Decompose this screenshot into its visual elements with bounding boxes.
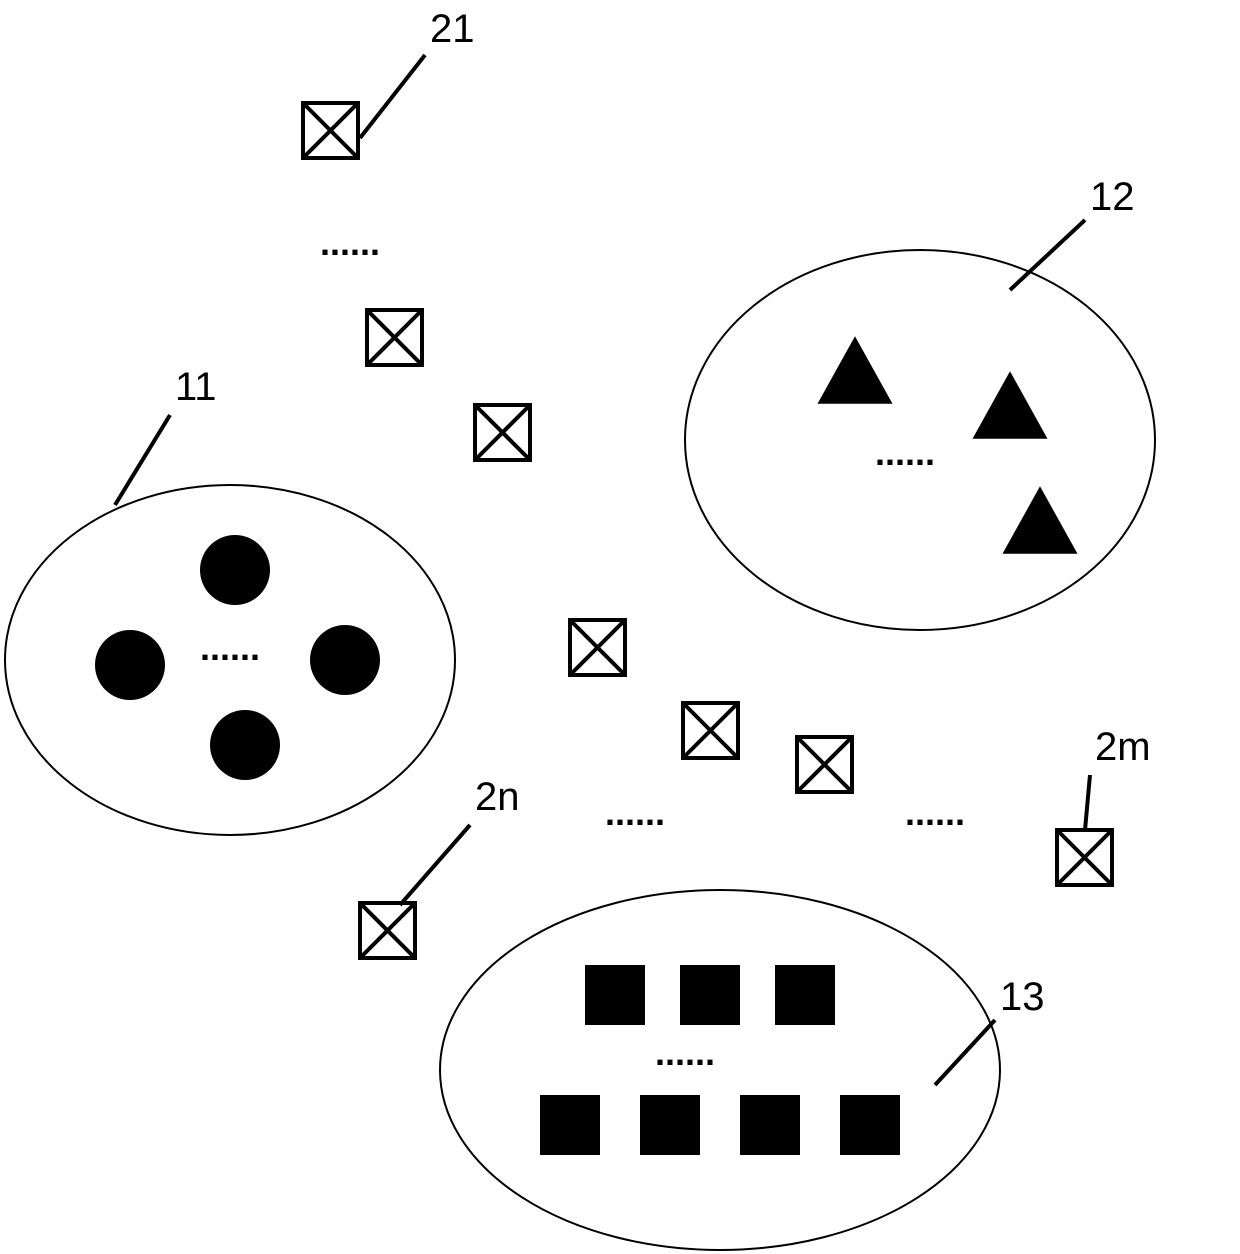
diagram-canvas: .................................... 21 12… (0, 0, 1240, 1254)
cluster13-row1-square-2 (775, 965, 835, 1025)
cluster11-circle-3 (210, 710, 280, 780)
cluster13-row2-square-0 (540, 1095, 600, 1155)
cluster13-row2-square-2 (740, 1095, 800, 1155)
label-text-21: 21 (430, 7, 475, 51)
cluster13-row1-square-1 (680, 965, 740, 1025)
label-text-13: 13 (1000, 975, 1045, 1019)
free-ellipsis-0: ...... (320, 222, 380, 263)
cluster11-circle-0 (200, 535, 270, 605)
label-text-11: 11 (175, 365, 217, 409)
free-ellipsis-1: ...... (605, 792, 665, 833)
cluster12-ellipsis: ...... (875, 432, 935, 473)
label-text-2n: 2n (475, 775, 520, 819)
cluster13-row1-square-0 (585, 965, 645, 1025)
free-ellipsis-2: ...... (905, 792, 965, 833)
cluster11-circle-1 (95, 630, 165, 700)
cluster13-row2-square-3 (840, 1095, 900, 1155)
cluster11-circle-2 (310, 625, 380, 695)
label-text-12: 12 (1090, 175, 1135, 219)
cluster11-ellipsis: ...... (200, 627, 260, 668)
cluster13-ellipsis: ...... (655, 1032, 715, 1073)
cluster13-row2-square-1 (640, 1095, 700, 1155)
label-text-2m: 2m (1095, 725, 1151, 769)
